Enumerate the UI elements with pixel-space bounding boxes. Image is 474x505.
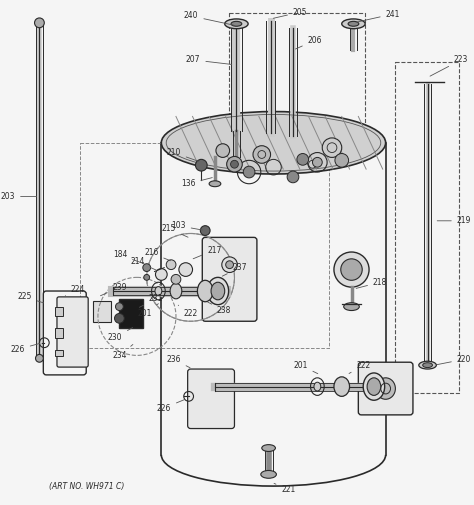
Text: 207: 207 — [186, 56, 232, 65]
Text: 217: 217 — [193, 245, 221, 259]
Ellipse shape — [207, 277, 228, 305]
Circle shape — [230, 160, 238, 168]
Circle shape — [243, 166, 255, 178]
Ellipse shape — [261, 471, 276, 478]
Circle shape — [222, 257, 237, 273]
Text: 103: 103 — [171, 221, 202, 230]
Text: 222: 222 — [178, 305, 198, 318]
Circle shape — [171, 274, 181, 284]
Ellipse shape — [342, 19, 365, 29]
Circle shape — [116, 302, 123, 311]
Circle shape — [287, 171, 299, 183]
Text: 201: 201 — [137, 304, 158, 318]
Text: 234: 234 — [113, 344, 133, 360]
FancyBboxPatch shape — [188, 369, 235, 429]
Ellipse shape — [363, 373, 385, 400]
Text: 223: 223 — [430, 56, 468, 76]
Text: 215: 215 — [162, 224, 188, 237]
Bar — [395, 62, 459, 393]
Circle shape — [253, 146, 271, 163]
Bar — [119, 299, 143, 328]
Circle shape — [36, 355, 43, 362]
Text: 239: 239 — [100, 283, 127, 296]
Circle shape — [341, 259, 362, 280]
Text: 226: 226 — [157, 399, 185, 413]
Text: 231: 231 — [139, 294, 163, 308]
Text: 219: 219 — [437, 216, 471, 225]
Ellipse shape — [376, 378, 395, 399]
Circle shape — [216, 144, 229, 158]
Bar — [55, 349, 63, 357]
Text: 225: 225 — [17, 292, 44, 303]
FancyBboxPatch shape — [358, 362, 413, 415]
Ellipse shape — [419, 361, 437, 369]
Circle shape — [201, 226, 210, 235]
Text: 238: 238 — [208, 302, 231, 315]
Circle shape — [312, 158, 322, 167]
Text: 237: 237 — [222, 263, 247, 276]
Circle shape — [195, 160, 207, 171]
Circle shape — [179, 263, 192, 276]
Bar — [81, 143, 329, 347]
Ellipse shape — [225, 19, 248, 29]
Circle shape — [322, 138, 342, 158]
Bar — [55, 328, 63, 338]
Text: 240: 240 — [184, 12, 234, 25]
Ellipse shape — [231, 21, 242, 26]
Ellipse shape — [334, 377, 349, 396]
Circle shape — [143, 264, 151, 272]
Bar — [93, 301, 110, 322]
Ellipse shape — [423, 363, 432, 368]
Text: 206: 206 — [295, 36, 322, 49]
Circle shape — [335, 154, 348, 167]
Ellipse shape — [348, 21, 359, 26]
Ellipse shape — [344, 302, 359, 311]
Circle shape — [226, 261, 234, 269]
Text: 236: 236 — [166, 355, 190, 368]
Text: 222: 222 — [349, 361, 371, 374]
Text: (ART NO. WH971 C): (ART NO. WH971 C) — [49, 482, 125, 490]
Bar — [228, 13, 365, 135]
Text: 216: 216 — [144, 248, 171, 261]
Ellipse shape — [197, 280, 213, 302]
FancyBboxPatch shape — [57, 297, 88, 367]
Text: 241: 241 — [356, 10, 400, 22]
FancyBboxPatch shape — [202, 237, 257, 321]
Text: 203: 203 — [0, 192, 36, 201]
Text: 224: 224 — [65, 285, 85, 295]
Ellipse shape — [155, 287, 162, 295]
Text: 218: 218 — [356, 278, 387, 288]
Circle shape — [115, 314, 124, 323]
Ellipse shape — [161, 112, 386, 174]
Text: 226: 226 — [10, 343, 40, 354]
Ellipse shape — [314, 382, 321, 391]
Circle shape — [227, 157, 242, 172]
Ellipse shape — [367, 378, 381, 395]
Circle shape — [155, 269, 167, 280]
Circle shape — [166, 260, 176, 270]
Text: 220: 220 — [437, 355, 471, 365]
Text: 214: 214 — [130, 257, 157, 270]
Text: 136: 136 — [181, 178, 212, 188]
Text: 221: 221 — [274, 483, 295, 494]
Bar — [55, 307, 63, 316]
Text: 184: 184 — [113, 250, 144, 264]
Circle shape — [297, 154, 309, 165]
Text: 205: 205 — [273, 8, 308, 18]
Text: 230: 230 — [108, 328, 133, 342]
Text: 210: 210 — [166, 148, 199, 162]
Circle shape — [334, 252, 369, 287]
Circle shape — [144, 274, 150, 280]
Ellipse shape — [209, 181, 221, 187]
Text: 201: 201 — [293, 361, 318, 374]
Ellipse shape — [211, 282, 225, 300]
Circle shape — [35, 18, 44, 28]
Ellipse shape — [262, 444, 275, 451]
Ellipse shape — [170, 283, 182, 299]
